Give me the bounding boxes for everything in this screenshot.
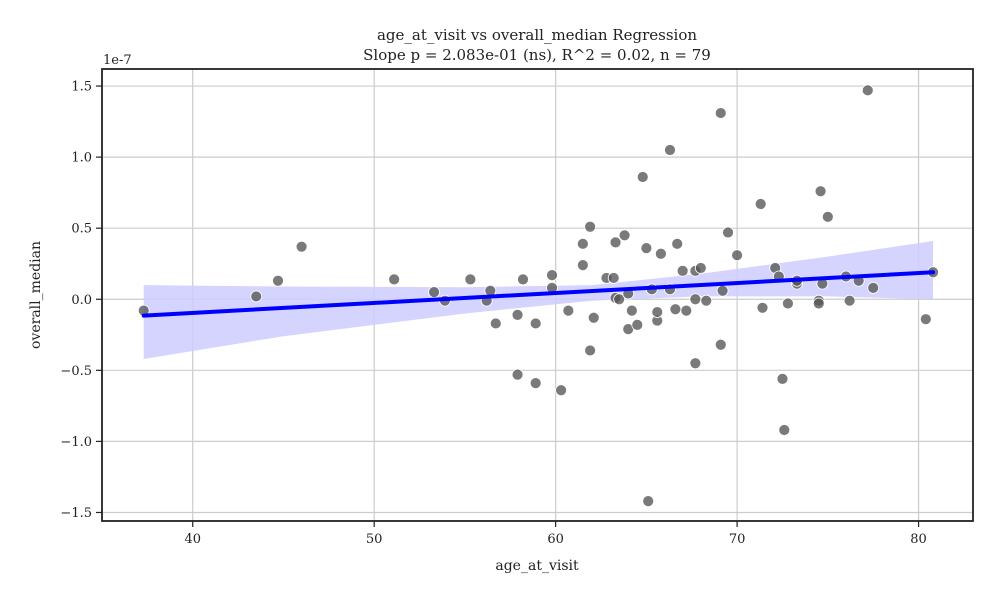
data-point bbox=[576, 259, 589, 272]
data-point bbox=[754, 198, 767, 210]
y-ticks: −1.5 −1.0 −0.5 0.0 0.5 1.0 1.5 bbox=[60, 80, 102, 521]
data-point bbox=[756, 301, 769, 314]
data-point bbox=[651, 306, 664, 318]
x-tick-label: 40 bbox=[184, 532, 201, 547]
data-point bbox=[654, 247, 667, 260]
data-point bbox=[640, 242, 653, 254]
data-point bbox=[517, 273, 529, 286]
data-point bbox=[689, 357, 702, 370]
data-point bbox=[669, 303, 682, 316]
data-point bbox=[489, 317, 502, 330]
y-tick-label: 1.5 bbox=[71, 80, 92, 95]
data-point bbox=[618, 229, 631, 242]
data-point bbox=[584, 344, 597, 357]
data-point bbox=[584, 220, 597, 233]
regression-line bbox=[141, 270, 936, 318]
data-point bbox=[511, 368, 524, 381]
data-point bbox=[776, 372, 789, 385]
x-ticks: 40 50 60 70 80 bbox=[184, 521, 927, 547]
data-point bbox=[671, 237, 684, 250]
data-point bbox=[562, 304, 575, 317]
data-point bbox=[700, 294, 713, 307]
chart-title-line2: Slope p = 2.083e-01 (ns), R^2 = 0.02, n … bbox=[363, 46, 711, 64]
confidence-band-group bbox=[143, 241, 934, 359]
data-point bbox=[546, 269, 558, 282]
scatter-points bbox=[137, 84, 939, 508]
data-point bbox=[295, 240, 308, 253]
data-point bbox=[689, 293, 702, 306]
y-tick-label: −1.0 bbox=[60, 435, 92, 450]
data-point bbox=[714, 338, 727, 351]
data-point bbox=[607, 272, 620, 284]
data-point bbox=[613, 293, 626, 306]
data-point bbox=[782, 297, 794, 310]
data-point bbox=[642, 495, 655, 508]
data-point bbox=[428, 286, 440, 299]
y-tick-label: 1.0 bbox=[71, 151, 92, 166]
axes-frame-group bbox=[101, 68, 974, 522]
data-point bbox=[722, 226, 734, 239]
data-point bbox=[676, 264, 689, 277]
y-axis-label: overall_median bbox=[28, 241, 44, 349]
data-point bbox=[919, 313, 932, 326]
x-tick-label: 80 bbox=[910, 532, 927, 547]
data-point bbox=[812, 297, 825, 310]
y-tick-label: 0.0 bbox=[71, 293, 92, 308]
data-point bbox=[272, 274, 284, 287]
data-point bbox=[680, 304, 693, 317]
y-offset-label: 1e-7 bbox=[103, 53, 132, 68]
axes-frame bbox=[101, 68, 974, 522]
data-point bbox=[625, 304, 638, 317]
data-point bbox=[464, 273, 477, 286]
y-tick-label: −1.5 bbox=[60, 506, 92, 521]
data-point bbox=[631, 318, 644, 331]
data-point bbox=[694, 262, 707, 274]
regression-line-group bbox=[141, 270, 936, 318]
confidence-band bbox=[143, 241, 934, 359]
data-point bbox=[814, 185, 827, 198]
data-point bbox=[731, 249, 744, 262]
data-point bbox=[576, 237, 589, 250]
data-point bbox=[529, 377, 542, 390]
data-point bbox=[555, 384, 567, 397]
x-tick-label: 60 bbox=[547, 532, 564, 547]
y-tick-label: −0.5 bbox=[60, 364, 92, 379]
data-point bbox=[388, 273, 401, 286]
data-point bbox=[664, 144, 676, 156]
data-point bbox=[609, 236, 622, 249]
data-point bbox=[511, 308, 524, 321]
x-tick-label: 70 bbox=[729, 532, 746, 547]
data-point bbox=[821, 210, 834, 223]
data-point bbox=[636, 171, 649, 183]
data-point bbox=[587, 311, 600, 324]
data-point bbox=[716, 284, 729, 297]
data-point bbox=[529, 317, 542, 330]
data-point bbox=[861, 84, 874, 97]
x-axis-label: age_at_visit bbox=[495, 558, 579, 574]
y-tick-label: 0.5 bbox=[71, 222, 92, 237]
x-tick-label: 50 bbox=[366, 532, 383, 547]
data-point bbox=[714, 107, 727, 119]
data-point bbox=[778, 424, 791, 436]
data-point bbox=[843, 294, 856, 307]
data-point bbox=[250, 290, 263, 303]
chart-title-line1: age_at_visit vs overall_median Regressio… bbox=[377, 26, 697, 44]
data-point bbox=[867, 281, 880, 294]
